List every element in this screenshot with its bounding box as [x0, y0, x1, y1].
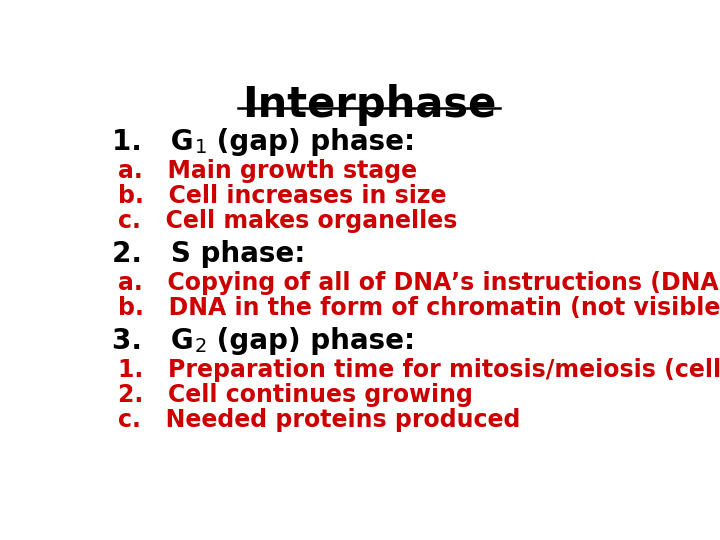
Text: $_{2}$: $_{2}$: [194, 327, 207, 355]
Text: b.   Cell increases in size: b. Cell increases in size: [118, 184, 446, 208]
Text: a.   Main growth stage: a. Main growth stage: [118, 159, 417, 183]
Text: (gap) phase:: (gap) phase:: [207, 327, 415, 355]
Text: 2.   S phase:: 2. S phase:: [112, 240, 306, 268]
Text: 1.   G: 1. G: [112, 128, 194, 156]
Text: c.   Needed proteins produced: c. Needed proteins produced: [118, 408, 521, 433]
Text: $_{1}$: $_{1}$: [194, 128, 207, 156]
Text: a.   Copying of all of DNAʼs instructions (DNA Replication): a. Copying of all of DNAʼs instructions …: [118, 271, 720, 295]
Text: 3.   G: 3. G: [112, 327, 194, 355]
Text: b.   DNA in the form of chromatin (not visible): b. DNA in the form of chromatin (not vis…: [118, 296, 720, 320]
Text: 1.   Preparation time for mitosis/meiosis (cell division): 1. Preparation time for mitosis/meiosis …: [118, 359, 720, 382]
Text: (gap) phase:: (gap) phase:: [207, 128, 415, 156]
Text: 2.   Cell continues growing: 2. Cell continues growing: [118, 383, 473, 407]
Text: Interphase: Interphase: [242, 84, 496, 125]
Text: c.   Cell makes organelles: c. Cell makes organelles: [118, 209, 457, 233]
